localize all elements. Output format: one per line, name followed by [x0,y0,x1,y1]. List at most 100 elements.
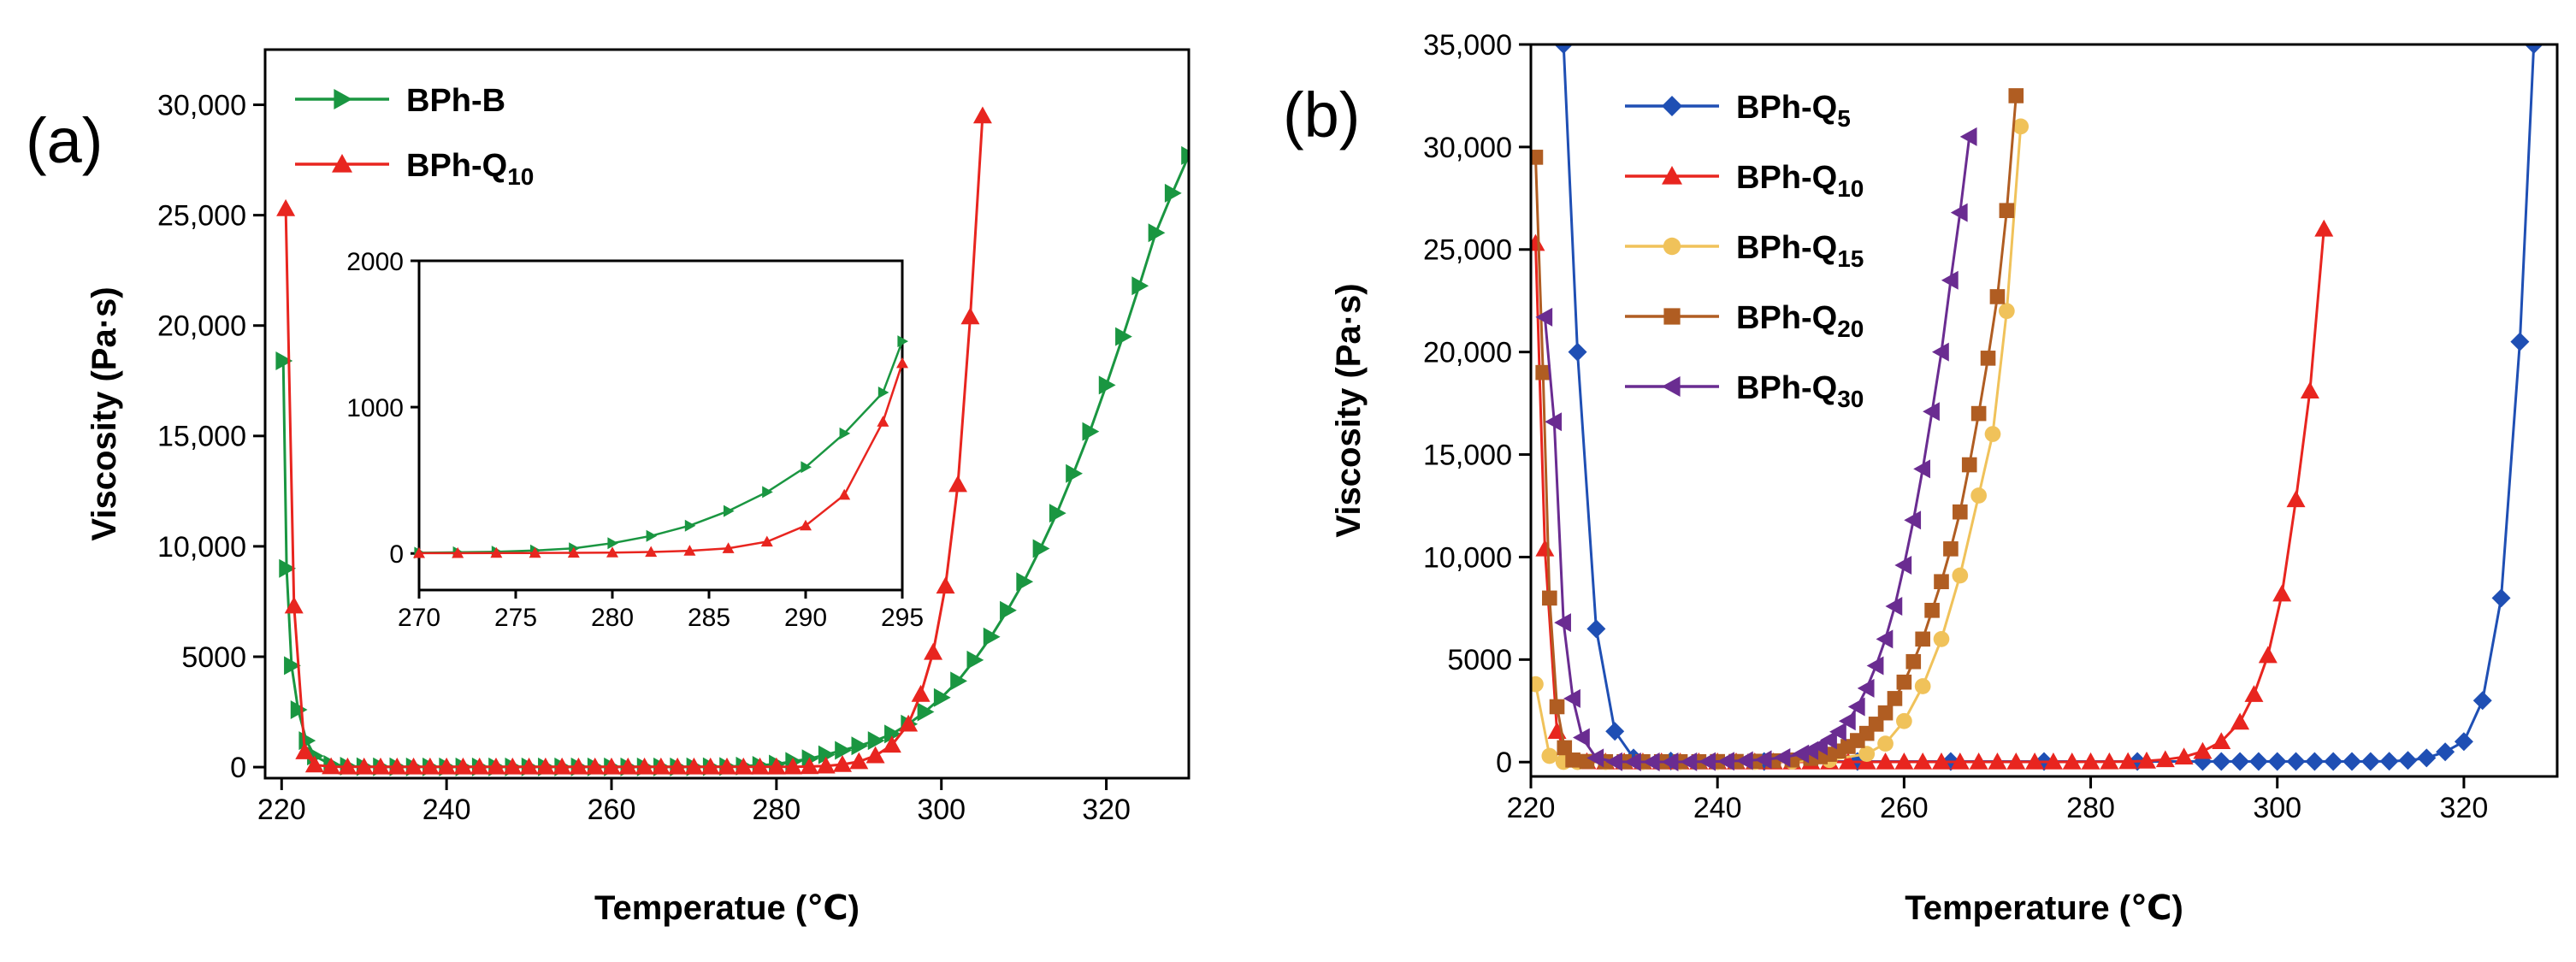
data-point [2212,732,2231,750]
inset-data-point [529,546,541,558]
data-point [2324,752,2343,771]
inset-data-point [606,546,618,558]
y-tick-label: 10,000 [1423,541,1512,574]
series-bph-q15 [1531,118,2029,770]
data-point [1952,567,1969,584]
data-point [866,746,885,764]
data-point [1969,752,1988,770]
legend-label: BPh-Q20 [1736,300,1864,342]
data-point [1624,752,1641,771]
data-point [2062,752,2082,770]
data-point [487,757,505,775]
data-point [960,307,980,325]
data-point [1923,402,1940,422]
data-point [2436,742,2455,762]
data-point [1605,752,1622,771]
data-point [1980,351,1996,366]
y-tick-label: 20,000 [1423,337,1512,369]
data-point [1148,223,1166,243]
data-point [651,757,671,775]
data-point [1098,375,1116,395]
data-point [1541,747,1558,764]
data-point [1876,629,1894,649]
data-point [2012,118,2029,135]
data-point [1773,747,1791,767]
data-point [618,757,638,775]
inset-data-point [896,357,908,369]
legend-item-bph-q10: BPh-Q10 [1625,160,1864,202]
data-point [279,558,297,578]
data-point [1557,740,1573,756]
y-tick-label: 15,000 [157,421,246,453]
data-point [2244,685,2264,702]
x-tick-label: 220 [1507,792,1556,824]
panel-b-label: (b) [1283,80,1360,150]
data-point [2230,752,2250,771]
data-point [1913,459,1930,479]
data-point [1554,613,1571,633]
y-tick-label: 30,000 [157,89,246,121]
data-point [276,198,296,216]
data-point [1735,751,1753,770]
y-tick-label: 25,000 [157,200,246,233]
data-point [1934,574,1949,590]
data-point [2343,752,2361,771]
legend-item-bph-q5: BPh-Q5 [1625,90,1851,132]
x-tick-label: 280 [752,794,801,826]
y-tick-label: 5000 [181,641,246,674]
data-point [2174,747,2194,765]
data-point [849,752,869,770]
data-point [1914,678,1931,694]
data-point [972,106,992,124]
data-point [1016,572,1034,592]
panel-b-legend: BPh-Q5 BPh-Q10 BPh-Q15 BPh-Q20 BPh-Q30 [1625,90,1864,412]
inset-frame [417,259,904,592]
data-point [569,757,588,775]
data-point [950,671,967,691]
data-point [899,714,919,732]
inset-x-tick-label: 280 [591,604,634,632]
data-point [1545,412,1563,432]
data-point [966,650,984,670]
data-point [1032,539,1050,558]
inset-y-tick-label: 0 [389,540,404,569]
data-point [1181,145,1189,165]
data-point [371,757,390,775]
data-point [1988,752,2007,770]
data-point [1896,712,1912,729]
data-point [1661,752,1679,771]
data-point [585,757,605,775]
inset-x-tick-label: 270 [398,604,440,632]
data-point [983,627,1001,646]
panel-b-frame [1529,43,2559,778]
inset-data-point [724,505,735,517]
data-point [1905,653,1922,670]
x-tick-label: 260 [1880,792,1929,824]
series-bph-q10 [276,106,992,775]
data-point [2008,88,2024,103]
data-point [936,576,955,594]
data-point [602,757,621,775]
data-point [750,757,770,775]
data-point [2248,752,2268,771]
data-point [453,757,473,775]
data-point [535,757,555,775]
data-point [1565,752,1580,768]
y-tick-label: 10,000 [157,531,246,564]
data-point [519,757,539,775]
data-point [700,757,720,775]
data-point [1586,619,1606,639]
data-point [718,757,736,775]
data-point [304,755,324,773]
data-point [2286,490,2306,508]
data-point [1699,752,1716,771]
y-tick-label: 30,000 [1423,132,1512,164]
data-point [1941,270,1959,290]
legend-marker [1662,96,1682,116]
panel-b-x-axis-title: Temperature (℃) [1905,889,2183,927]
data-point [2360,752,2380,771]
data-point [2524,44,2544,54]
data-point [800,757,819,775]
data-point [1989,289,2006,304]
